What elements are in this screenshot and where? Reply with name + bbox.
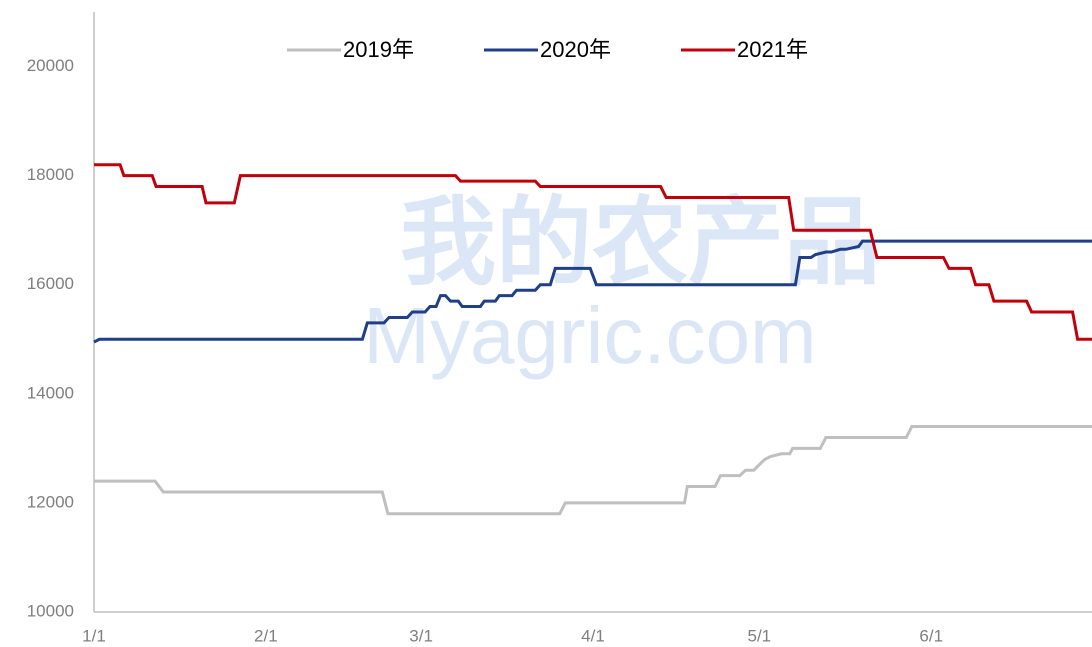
x-tick-label: 4/1 [581,626,605,645]
y-tick-label: 20000 [27,56,74,75]
legend-label: 2019年 [343,37,414,62]
x-tick-label: 1/1 [82,626,106,645]
y-tick-label: 14000 [27,383,74,402]
series-line [93,239,1092,344]
legend-label: 2021年 [737,37,808,62]
x-tick-label: 6/1 [919,626,943,645]
watermark: 我的农产品 [400,189,880,296]
legend-label: 2020年 [540,37,611,62]
y-tick-label: 12000 [27,492,74,511]
watermark: Myagric.com [363,291,816,380]
x-tick-label: 3/1 [409,626,433,645]
y-tick-label: 16000 [27,274,74,293]
series-line [94,425,1092,516]
series-line [94,163,1092,341]
y-tick-label: 18000 [27,165,74,184]
x-tick-label: 5/1 [748,626,772,645]
x-tick-label: 2/1 [254,626,278,645]
y-tick-label: 10000 [27,601,74,620]
